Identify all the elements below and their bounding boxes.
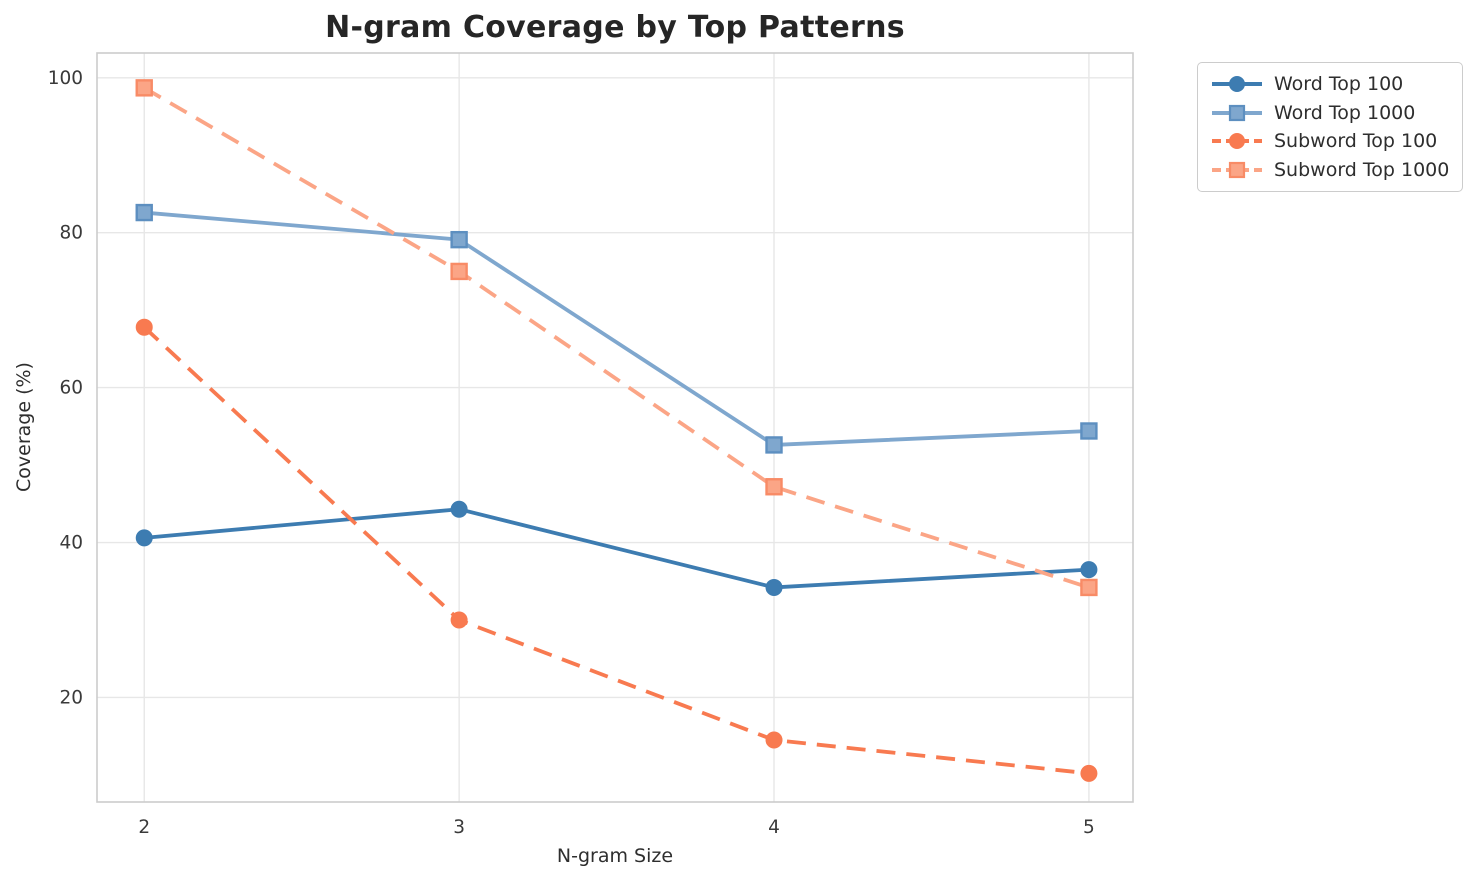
y-tick-label: 80 (59, 223, 83, 244)
data-point-subword-top-100 (450, 611, 468, 629)
legend-sample-dashed-line-circle-icon (1212, 133, 1262, 150)
data-point-word-top-100 (765, 578, 783, 596)
x-tick-label: 5 (1083, 817, 1095, 838)
y-tick-label: 20 (59, 687, 83, 708)
legend-sample-dashed-line-square-icon (1212, 161, 1262, 178)
axes-spines (96, 52, 1134, 803)
x-tick-label: 4 (768, 817, 780, 838)
data-point-subword-top-100 (765, 731, 783, 749)
y-tick-label: 60 (59, 378, 83, 399)
legend-label: Word Top 100 (1274, 73, 1404, 96)
series-line-word-top-100 (144, 507, 1090, 590)
legend: Word Top 100 Word Top 1000 Subword Top 100… (1197, 62, 1463, 192)
data-point-word-top-100 (1080, 561, 1098, 579)
series-line-word-top-1000 (144, 210, 1089, 447)
data-point-word-top-100 (135, 529, 153, 547)
data-point-word-top-1000 (450, 230, 468, 249)
series-line-subword-top-1000 (143, 86, 1090, 590)
data-point-subword-top-100 (135, 318, 153, 336)
legend-sample-solid-line-circle-icon (1212, 76, 1262, 93)
y-tick-label: 40 (59, 533, 83, 554)
x-tick-label: 2 (138, 817, 150, 838)
data-point-subword-top-1000 (450, 262, 468, 281)
legend-item-subword-top-100: Subword Top 100 (1198, 127, 1462, 155)
x-tick-label: 3 (453, 817, 465, 838)
legend-label: Word Top 1000 (1274, 101, 1416, 124)
legend-item-word-top-1000: Word Top 1000 (1198, 99, 1462, 127)
data-point-word-top-100 (450, 500, 468, 518)
legend-sample-solid-line-square-icon (1212, 104, 1262, 121)
data-point-word-top-1000 (765, 436, 783, 454)
chart-title: N-gram Coverage by Top Patterns (325, 10, 905, 45)
data-point-subword-top-1000 (765, 478, 783, 496)
data-point-subword-top-1000 (135, 79, 153, 97)
x-axis-label: N-gram Size (556, 845, 674, 867)
data-point-subword-top-1000 (1080, 578, 1098, 597)
legend-item-subword-top-1000: Subword Top 1000 (1198, 156, 1462, 184)
data-point-subword-top-100 (1080, 764, 1098, 782)
legend-label: Subword Top 1000 (1274, 158, 1450, 181)
legend-label: Subword Top 100 (1274, 130, 1438, 153)
data-point-word-top-1000 (135, 203, 153, 222)
series-line-subword-top-100 (142, 325, 1090, 776)
data-point-word-top-1000 (1080, 422, 1098, 440)
y-axis-label: Coverage (%) (13, 362, 35, 492)
y-tick-label: 100 (48, 68, 83, 89)
legend-item-word-top-100: Word Top 100 (1198, 70, 1462, 98)
plot-background (97, 53, 1133, 802)
